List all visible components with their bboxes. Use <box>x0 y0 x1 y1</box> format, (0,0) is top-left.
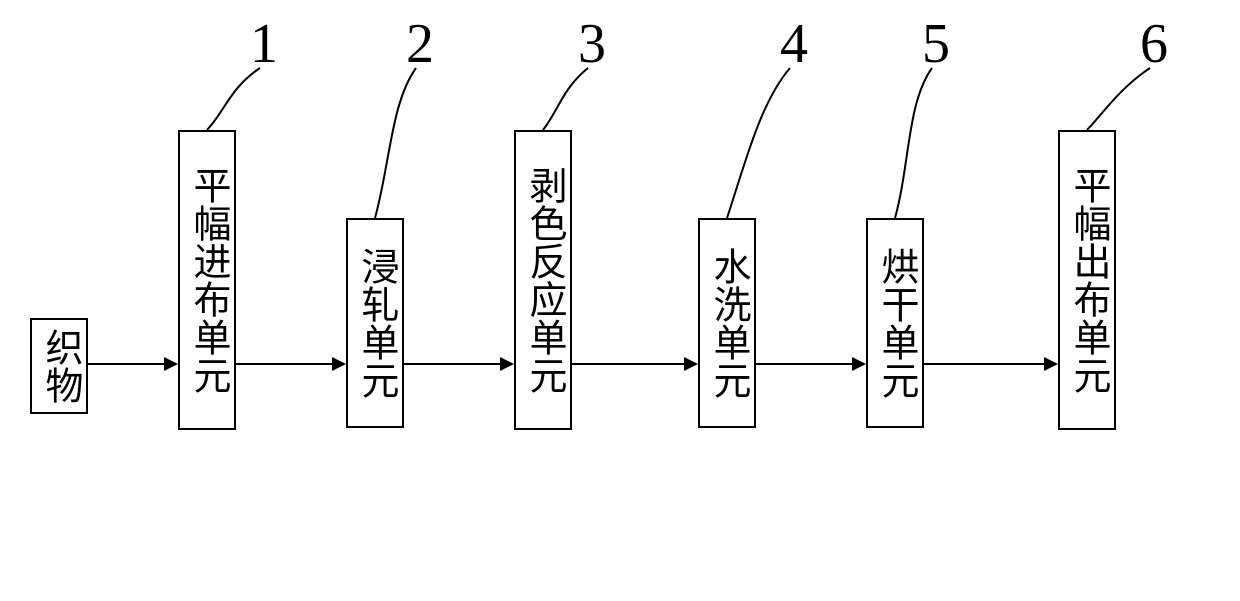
callout-number-6: 6 <box>1140 12 1168 76</box>
box-2-label: 浸轧单元 <box>355 247 395 399</box>
callout-number-1: 1 <box>250 12 278 76</box>
box-1: 平幅进布单元 <box>178 130 236 430</box>
box-5: 烘干单元 <box>866 218 924 428</box>
box-3: 剥色反应单元 <box>514 130 572 430</box>
callout-number-5: 5 <box>922 12 950 76</box>
box-5-label: 烘干单元 <box>875 247 915 399</box>
callout-number-3: 3 <box>578 12 606 76</box>
box-fabric-label: 织物 <box>39 328 79 404</box>
box-4-label: 水洗单元 <box>707 247 747 399</box>
box-3-label: 剥色反应单元 <box>523 166 563 394</box>
box-6-label: 平幅出布单元 <box>1067 166 1107 394</box>
leaders-group <box>207 68 1150 218</box>
box-2: 浸轧单元 <box>346 218 404 428</box>
callout-number-4: 4 <box>780 12 808 76</box>
box-fabric: 织物 <box>30 318 88 414</box>
callout-number-2: 2 <box>406 12 434 76</box>
box-6: 平幅出布单元 <box>1058 130 1116 430</box>
box-4: 水洗单元 <box>698 218 756 428</box>
box-1-label: 平幅进布单元 <box>187 166 227 394</box>
